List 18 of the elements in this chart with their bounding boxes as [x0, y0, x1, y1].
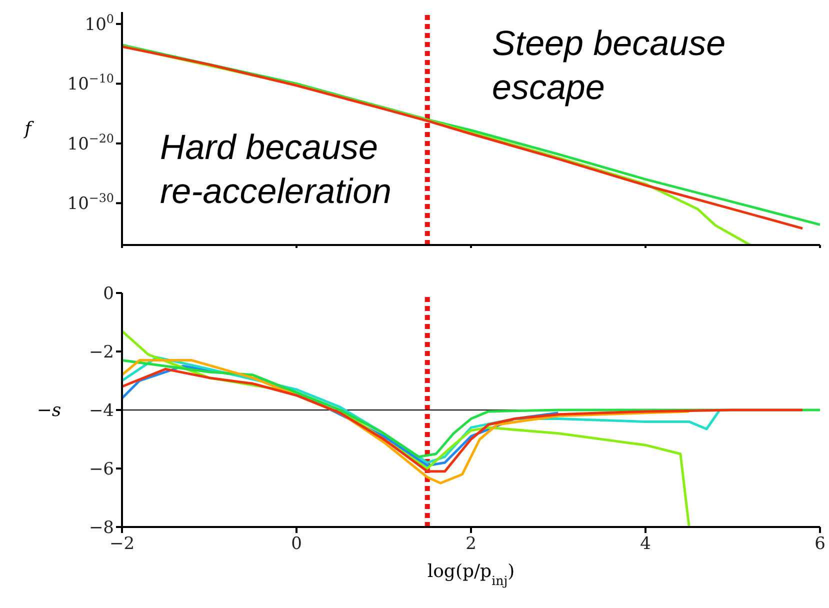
x-tick-label: 6 [814, 534, 826, 554]
y-tick-label: 10$^{0}$ [84, 12, 114, 35]
x-tick-label: 4 [640, 534, 651, 554]
y-tick-label: 10$^{−10}$ [67, 72, 114, 95]
y-tick-label: 10$^{−20}$ [67, 131, 114, 154]
y-tick-label: −4 [88, 401, 114, 421]
y-tick-label: 0 [103, 284, 114, 304]
y-tick-label: 10$^{−30}$ [67, 191, 114, 214]
x-tick-label: 2 [466, 534, 476, 554]
annotation: Hard because re-acceleration [160, 128, 392, 211]
line-series [122, 368, 804, 473]
annotation: Steep because escape [492, 24, 726, 107]
y-axis-title: −s [36, 400, 62, 421]
x-axis-title: log(p/p$_{inj}$) [427, 561, 515, 588]
y-axis-title: f [22, 118, 35, 140]
x-tick-label: 0 [291, 534, 302, 554]
y-tick-label: −2 [88, 342, 114, 362]
y-tick-label: −6 [88, 460, 114, 480]
